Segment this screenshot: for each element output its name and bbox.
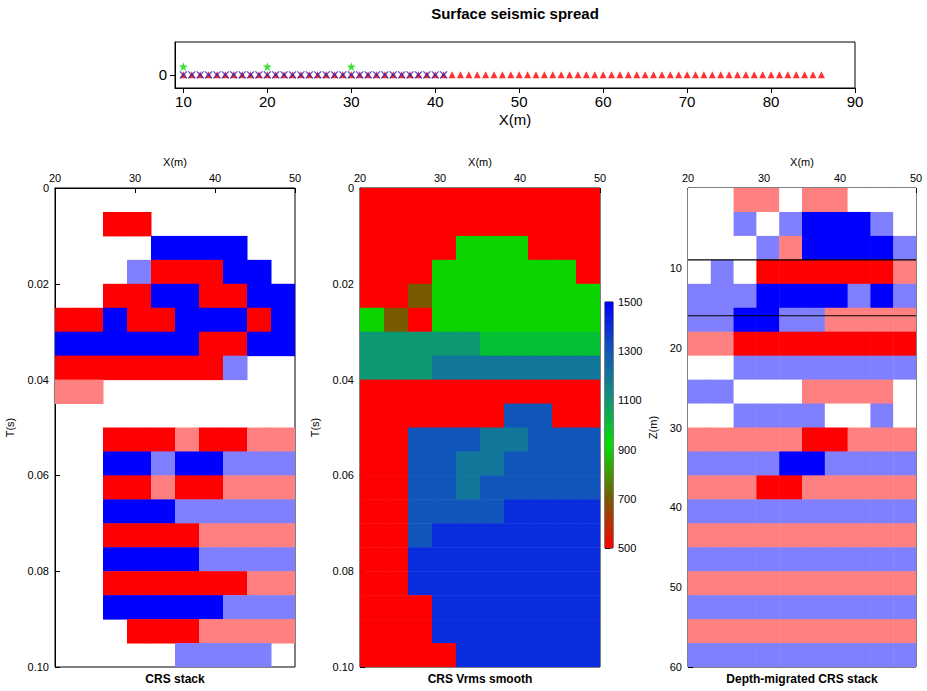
svg-text:20: 20 [670,342,682,354]
svg-text:Z(m): Z(m) [647,416,659,439]
svg-text:1100: 1100 [618,394,642,406]
svg-text:0.06: 0.06 [333,469,354,481]
svg-text:40: 40 [514,172,526,184]
svg-text:50: 50 [910,172,922,184]
svg-text:0: 0 [348,182,354,194]
svg-text:0.08: 0.08 [28,565,49,577]
svg-text:0.04: 0.04 [333,374,354,386]
svg-text:CRS Vrms smooth: CRS Vrms smooth [428,672,533,686]
svg-text:10: 10 [175,93,192,110]
svg-text:50: 50 [511,93,528,110]
svg-text:50: 50 [670,581,682,593]
svg-text:80: 80 [763,93,780,110]
svg-text:0.02: 0.02 [333,278,354,290]
svg-text:0.08: 0.08 [333,565,354,577]
svg-text:0.10: 0.10 [333,661,354,673]
svg-text:0.10: 0.10 [28,661,49,673]
svg-text:30: 30 [434,172,446,184]
svg-text:40: 40 [427,93,444,110]
svg-text:30: 30 [343,93,360,110]
svg-text:500: 500 [618,542,636,554]
svg-text:40: 40 [670,501,682,513]
svg-text:30: 30 [758,172,770,184]
svg-text:0.04: 0.04 [28,374,49,386]
svg-text:90: 90 [847,93,864,110]
svg-text:X(m): X(m) [499,111,532,128]
svg-text:CRS stack: CRS stack [145,672,205,686]
svg-text:0.06: 0.06 [28,469,49,481]
svg-text:T(s): T(s) [309,418,321,438]
svg-text:900: 900 [618,444,636,456]
svg-text:20: 20 [259,93,276,110]
svg-text:20: 20 [49,172,61,184]
svg-text:1500: 1500 [618,296,642,308]
svg-text:10: 10 [670,262,682,274]
svg-text:20: 20 [682,172,694,184]
svg-text:50: 50 [594,172,606,184]
svg-text:30: 30 [129,172,141,184]
svg-text:50: 50 [289,172,301,184]
svg-text:0: 0 [159,66,167,83]
svg-text:40: 40 [209,172,221,184]
svg-text:X(m): X(m) [468,156,492,168]
svg-text:20: 20 [354,172,366,184]
svg-text:Depth-migrated CRS stack: Depth-migrated CRS stack [726,672,878,686]
svg-text:X(m): X(m) [790,156,814,168]
svg-text:700: 700 [618,493,636,505]
svg-text:0: 0 [43,182,49,194]
svg-text:0.02: 0.02 [28,278,49,290]
svg-text:60: 60 [670,661,682,673]
svg-text:1300: 1300 [618,345,642,357]
svg-text:40: 40 [834,172,846,184]
svg-text:60: 60 [595,93,612,110]
svg-text:70: 70 [679,93,696,110]
svg-text:30: 30 [670,422,682,434]
svg-text:X(m): X(m) [163,156,187,168]
svg-text:T(s): T(s) [4,418,16,438]
svg-text:Surface seismic spread: Surface seismic spread [431,5,599,22]
